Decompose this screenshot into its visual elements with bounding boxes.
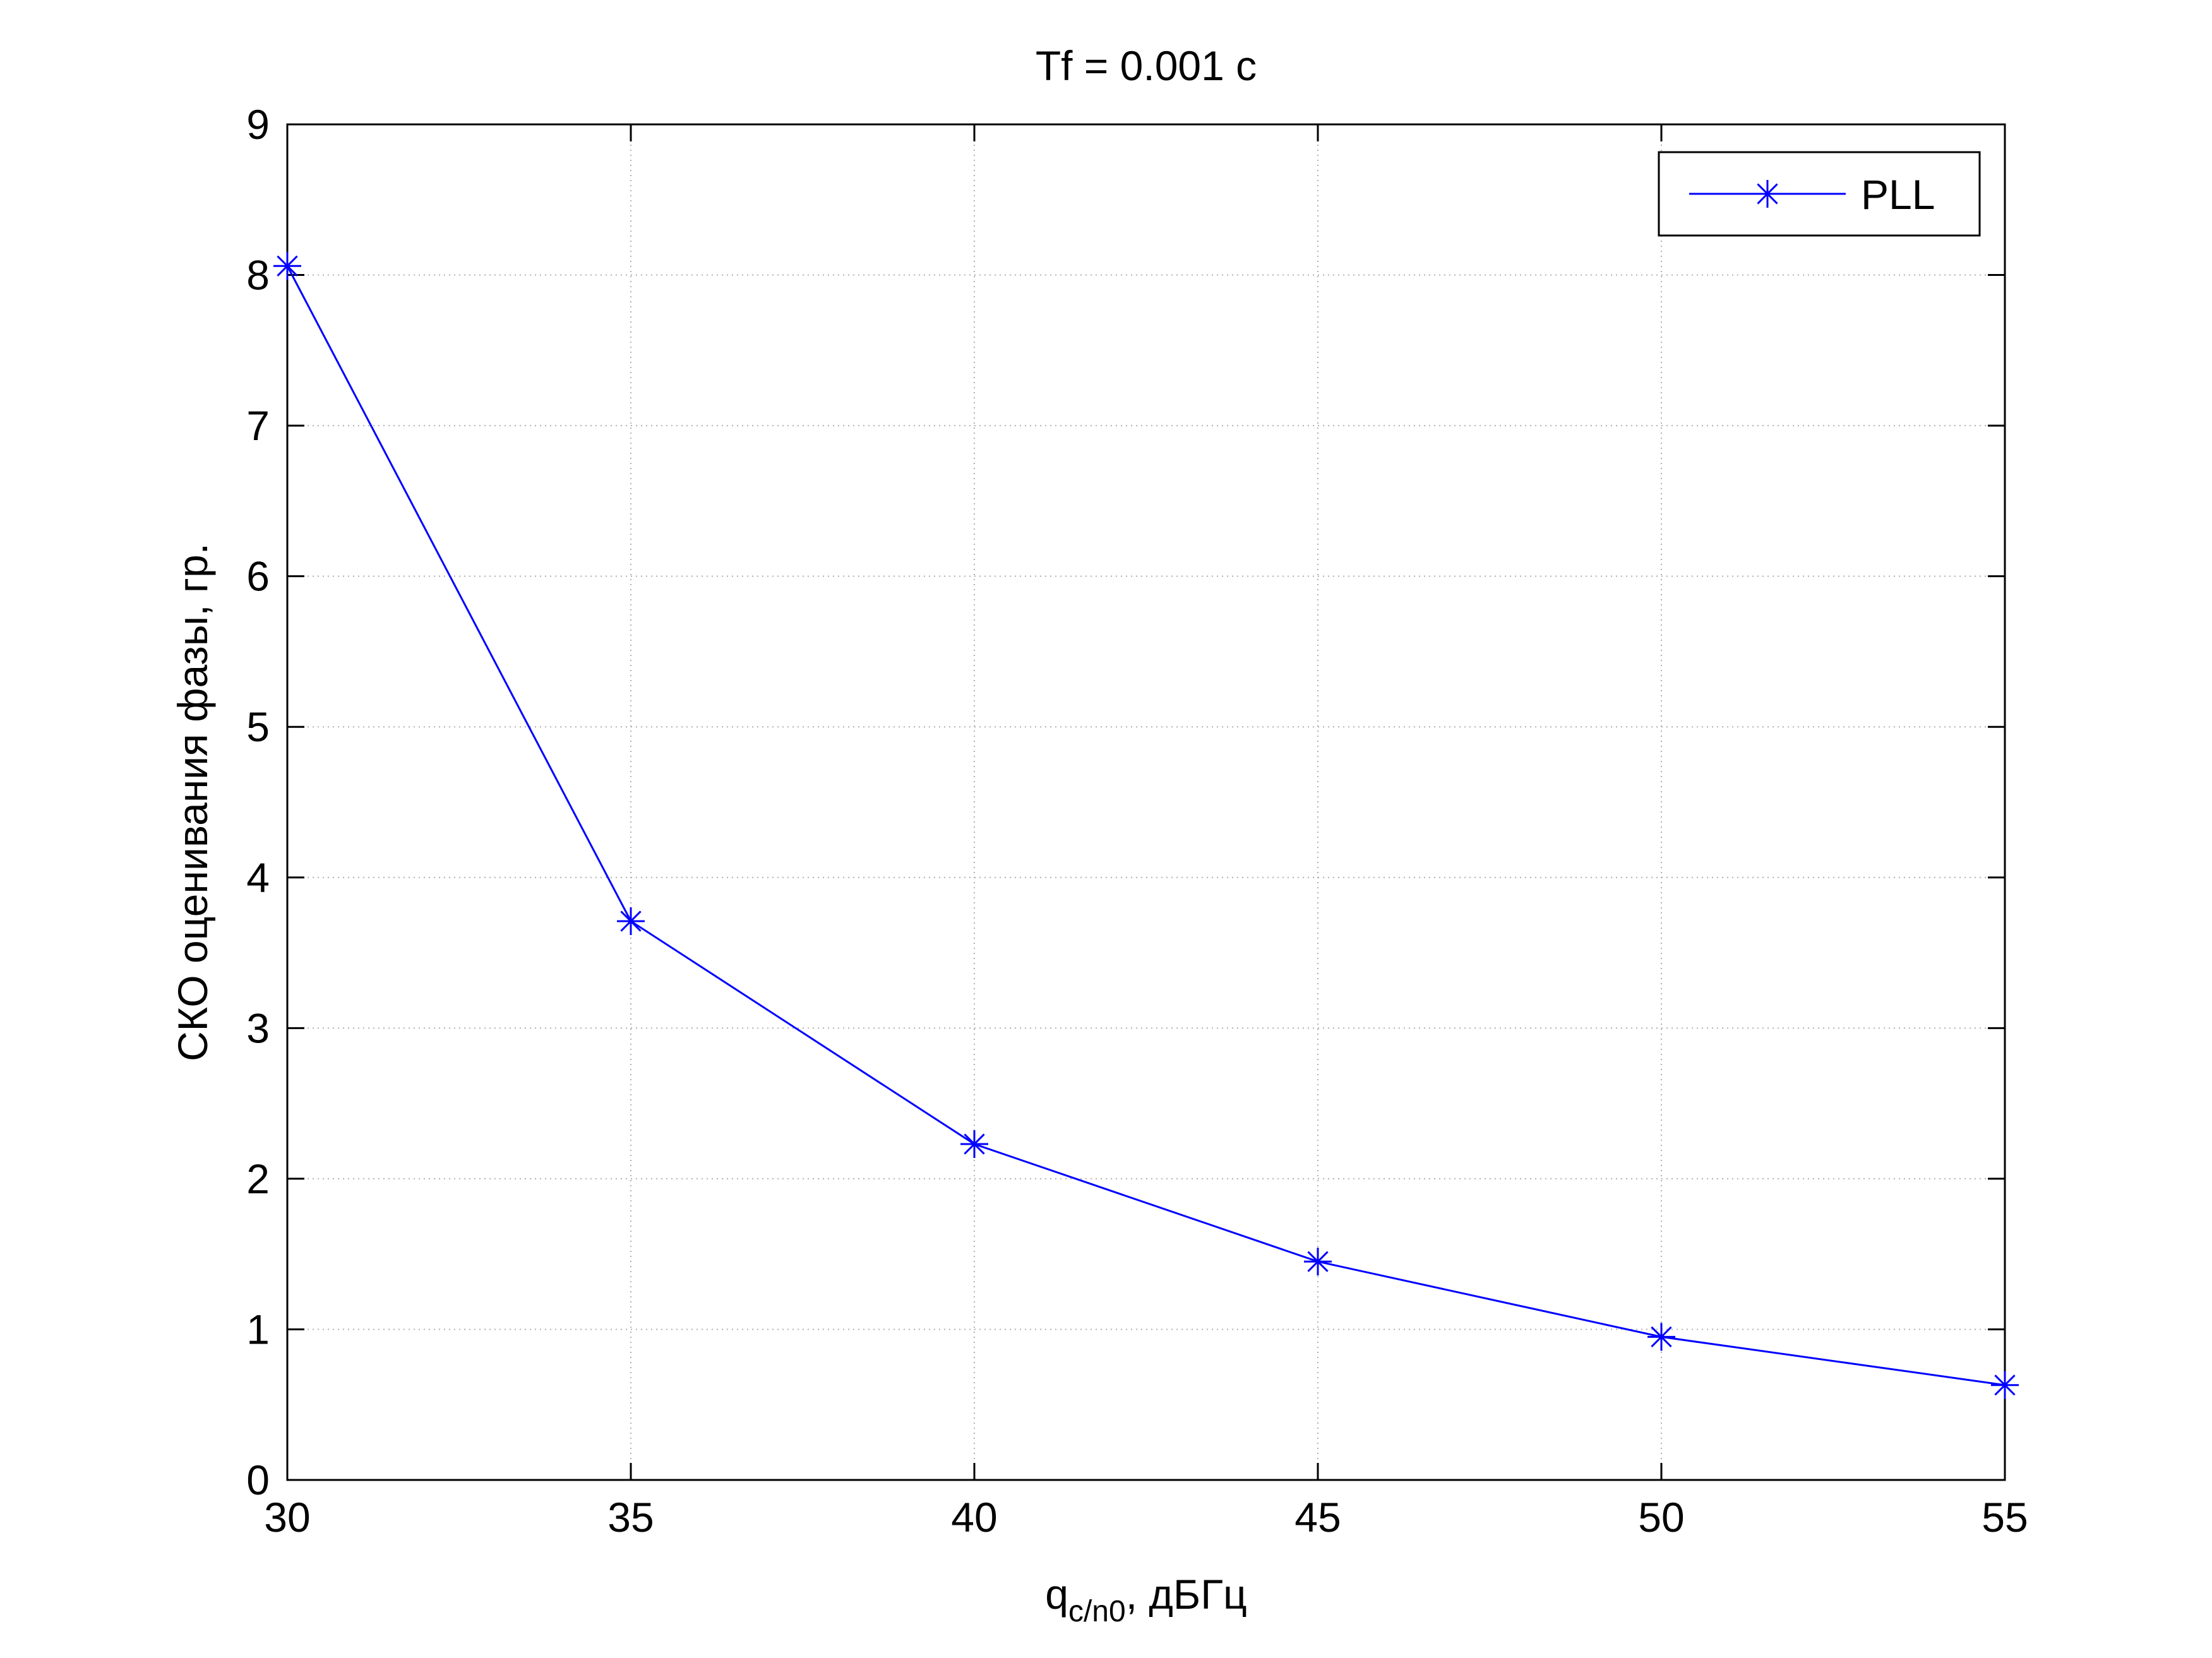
y-tick-label: 4	[246, 854, 270, 901]
x-axis-label-main: q	[1045, 1571, 1068, 1618]
y-tick-label: 5	[246, 703, 270, 750]
legend-entry-label: PLL	[1861, 171, 1935, 218]
x-axis-label: qc/n0, дБГц	[1045, 1571, 1247, 1628]
x-tick-label: 35	[607, 1494, 654, 1541]
chart-title: Tf = 0.001 с	[1036, 42, 1257, 89]
data-point-marker	[617, 907, 645, 935]
x-tick-label: 30	[264, 1494, 310, 1541]
y-tick-label: 3	[246, 1005, 270, 1051]
x-tick-label: 55	[1982, 1494, 2028, 1541]
marker-stroke	[1757, 183, 1778, 205]
y-tick-label: 9	[246, 101, 270, 148]
legend-asterisk	[1754, 180, 1781, 208]
x-axis-label-suffix: , дБГц	[1126, 1571, 1247, 1618]
x-tick-label: 40	[951, 1494, 997, 1541]
data-point-marker	[273, 252, 301, 280]
legend-marker	[1754, 180, 1781, 208]
y-tick-label: 2	[246, 1155, 270, 1202]
marker-stroke	[277, 255, 298, 277]
x-tick-label: 45	[1294, 1494, 1341, 1541]
x-tick-labels: 30 35 40 45 50 55	[264, 1494, 2028, 1541]
data-point-marker	[1304, 1248, 1332, 1276]
data-point-marker	[960, 1130, 988, 1159]
legend: PLL	[1658, 151, 1981, 237]
y-tick-labels: 0 1 2 3 4 5 6 7 8 9	[246, 101, 270, 1503]
marker-stroke	[1307, 1251, 1329, 1272]
x-tick-label: 50	[1638, 1494, 1684, 1541]
y-tick-label: 1	[246, 1306, 270, 1352]
series-line-pll	[286, 265, 2006, 1387]
data-point-marker	[1647, 1323, 1675, 1351]
x-axis-label-subscript: c/n0	[1068, 1595, 1126, 1628]
data-point-marker	[1991, 1371, 2019, 1399]
y-tick-label: 8	[246, 252, 270, 299]
plot-area	[287, 124, 2005, 1480]
grid	[287, 124, 2005, 1480]
y-axis-label: СКО оценивания фазы, гр.	[169, 543, 216, 1061]
series-group	[273, 252, 2019, 1399]
y-tick-label: 0	[246, 1457, 270, 1503]
plot-frame	[286, 123, 2006, 1481]
marker-stroke	[1651, 1326, 1672, 1347]
marker-stroke	[620, 910, 642, 932]
y-tick-label: 6	[246, 553, 270, 600]
y-tick-label: 7	[246, 402, 270, 449]
marker-stroke	[964, 1133, 985, 1155]
marker-stroke	[1994, 1375, 2016, 1396]
